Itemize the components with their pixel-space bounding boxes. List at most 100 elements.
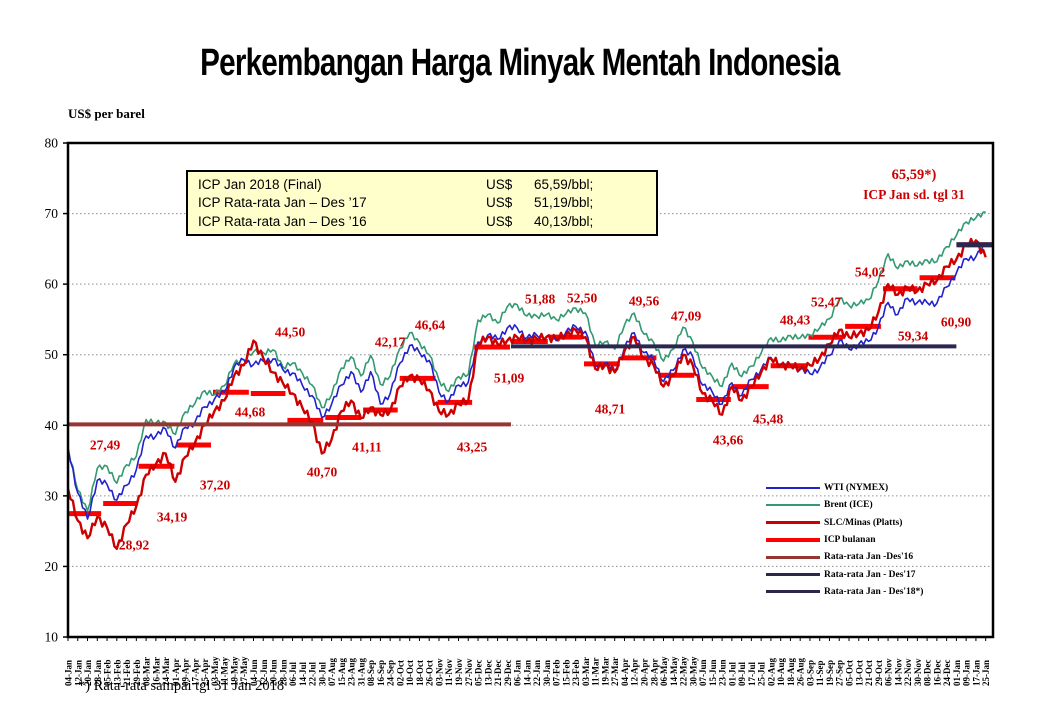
x-tick-label: 27-Nov bbox=[464, 658, 474, 686]
point-label: 27,49 bbox=[90, 438, 121, 453]
x-tick-label: 04-Jan bbox=[64, 660, 74, 686]
x-tick-label: 19-Nov bbox=[454, 658, 464, 686]
x-tick-label: 21-Dec bbox=[493, 660, 503, 687]
x-tick-label: 05-Oct bbox=[845, 660, 855, 686]
legend-label: Rata-rata Jan - Des'18*) bbox=[824, 586, 924, 597]
x-tick-label: 16-Sep bbox=[376, 660, 386, 686]
legend-label: WTI (NYMEX) bbox=[824, 483, 889, 493]
icp-summary-box: ICP Jan 2018 (Final) US$ 65,59/bbl; ICP … bbox=[186, 170, 658, 236]
icp-jan-2018-annotation: 65,59*) ICP Jan sd. tgl 31 bbox=[848, 166, 980, 204]
x-tick-label: 20-Apr bbox=[640, 658, 650, 686]
x-tick-label: 19-Sep bbox=[825, 660, 835, 686]
x-tick-label: 10-Oct bbox=[405, 660, 415, 686]
x-tick-label: 25-Jul bbox=[757, 661, 767, 686]
legend-line-swatch bbox=[766, 590, 820, 594]
slc-minas-platts-line bbox=[66, 237, 987, 550]
info-label: ICP Rata-rata Jan – Des ’16 bbox=[198, 214, 367, 230]
x-tick-label: 28-Jun bbox=[278, 659, 288, 686]
x-tick-label: 27-Sep bbox=[835, 660, 845, 686]
annotation-value: 65,59*) bbox=[891, 167, 937, 183]
legend-item-5: Rata-rata Jan - Des'17 bbox=[766, 568, 992, 582]
legend-line-swatch bbox=[766, 537, 820, 542]
x-tick-label: 30-Jul bbox=[317, 661, 327, 686]
x-tick-label: 18-Oct bbox=[415, 660, 425, 686]
info-row-2018: ICP Jan 2018 (Final) US$ 65,59/bbl; bbox=[198, 177, 656, 192]
x-tick-label: 15-Aug bbox=[337, 657, 347, 686]
x-tick-label: 30-Jan bbox=[542, 660, 552, 686]
point-label: 34,19 bbox=[157, 510, 188, 525]
x-tick-label: 15-Feb bbox=[561, 660, 571, 687]
info-row-2016: ICP Rata-rata Jan – Des ’16 US$ 40,13/bb… bbox=[198, 214, 656, 229]
x-tick-label: 12-Jan bbox=[73, 660, 83, 686]
x-tick-label: 26-Oct bbox=[425, 660, 435, 686]
x-tick-label: 23-Aug bbox=[347, 657, 357, 686]
x-tick-label: 21-Oct bbox=[864, 660, 874, 686]
legend-line-swatch bbox=[766, 555, 820, 559]
x-tick-label: 19-Mar bbox=[600, 657, 610, 686]
x-tick-label: 29-Dec bbox=[503, 660, 513, 687]
legend-item-0: WTI (NYMEX) bbox=[766, 481, 992, 495]
x-tick-label: 14-Nov bbox=[893, 658, 903, 686]
x-tick-label: 13-Feb bbox=[112, 660, 122, 687]
info-value: 65,59/bbl; bbox=[534, 176, 594, 192]
x-tick-label: 06-Jan bbox=[513, 660, 523, 686]
x-tick-label: 06-Nov bbox=[884, 658, 894, 686]
x-tick-label: 16-Mar bbox=[151, 657, 161, 686]
legend-item-1: Brent (ICE) bbox=[766, 498, 992, 512]
point-label: 51,09 bbox=[494, 371, 525, 386]
y-axis-title: US$ per barel bbox=[68, 106, 145, 121]
x-tick-label: 29-Oct bbox=[874, 660, 884, 686]
x-tick-label: 22-Nov bbox=[903, 658, 913, 686]
x-tick-label: 05-Feb bbox=[103, 660, 113, 687]
x-tick-label: 17-Apr bbox=[190, 658, 200, 686]
point-label: 48,43 bbox=[780, 313, 811, 328]
brent-ice-line bbox=[67, 211, 986, 512]
x-tick-label: 22-May bbox=[679, 656, 689, 686]
x-tick-label: 31-Aug bbox=[356, 657, 366, 686]
x-tick-label: 17-Jan bbox=[971, 660, 981, 686]
x-tick-label: 30-Nov bbox=[913, 658, 923, 686]
x-tick-label: 04-Jun bbox=[249, 659, 259, 686]
page-title-text: Perkembangan Harga Minyak Mentah Indones… bbox=[199, 42, 840, 84]
x-tick-label: 09-Apr bbox=[181, 658, 191, 686]
point-label: 43,66 bbox=[713, 433, 744, 448]
x-tick-label: 13-Dec bbox=[483, 660, 493, 687]
x-tick-label: 14-Jul bbox=[298, 661, 308, 686]
x-tick-label: 29-Feb bbox=[132, 660, 142, 687]
info-label: ICP Jan 2018 (Final) bbox=[198, 176, 322, 192]
info-currency: US$ bbox=[486, 214, 513, 230]
x-tick-label: 23-Jun bbox=[718, 659, 728, 686]
point-label: 52,50 bbox=[567, 291, 598, 306]
point-label: 60,90 bbox=[941, 315, 972, 330]
x-tick-label: 11-Sep bbox=[815, 660, 825, 686]
x-tick-label: 27-Mar bbox=[610, 657, 620, 686]
legend-item-2: SLC/Minas (Platts) bbox=[766, 516, 992, 530]
legend-item-4: Rata-rata Jan -Des'16 bbox=[766, 550, 992, 564]
y-tick-label: 40 bbox=[45, 418, 59, 433]
x-tick-label: 05-Dec bbox=[474, 660, 484, 687]
legend-line-swatch bbox=[766, 504, 820, 507]
x-tick-label: 01-Apr bbox=[171, 658, 181, 686]
x-tick-label: 01-Jul bbox=[727, 661, 737, 686]
point-label: 41,11 bbox=[352, 440, 382, 455]
x-tick-label: 08-Sep bbox=[366, 660, 376, 686]
x-tick-label: 24-Mar bbox=[161, 657, 171, 686]
point-label: 42,17 bbox=[375, 335, 406, 350]
x-tick-label: 02-Aug bbox=[766, 657, 776, 686]
x-tick-label: 20-Jun bbox=[269, 659, 279, 686]
annotation-caption: ICP Jan sd. tgl 31 bbox=[863, 186, 965, 202]
y-tick-label: 60 bbox=[45, 277, 59, 292]
x-tick-label: 08-Dec bbox=[923, 660, 933, 687]
x-tick-label: 07-Feb bbox=[552, 660, 562, 687]
x-tick-label: 09-Jul bbox=[737, 661, 747, 686]
point-label: 43,25 bbox=[457, 440, 488, 455]
x-tick-label: 03-May bbox=[210, 656, 220, 686]
info-value: 51,19/bbl; bbox=[534, 195, 594, 211]
x-tick-label: 12-Jun bbox=[259, 659, 269, 686]
legend-label: Rata-rata Jan - Des'17 bbox=[824, 569, 916, 580]
x-tick-label: 17-Jul bbox=[747, 661, 757, 686]
x-tick-label: 03-Nov bbox=[435, 658, 445, 686]
point-label: 54,02 bbox=[855, 265, 886, 280]
x-tick-label: 25-Jan bbox=[981, 660, 991, 686]
